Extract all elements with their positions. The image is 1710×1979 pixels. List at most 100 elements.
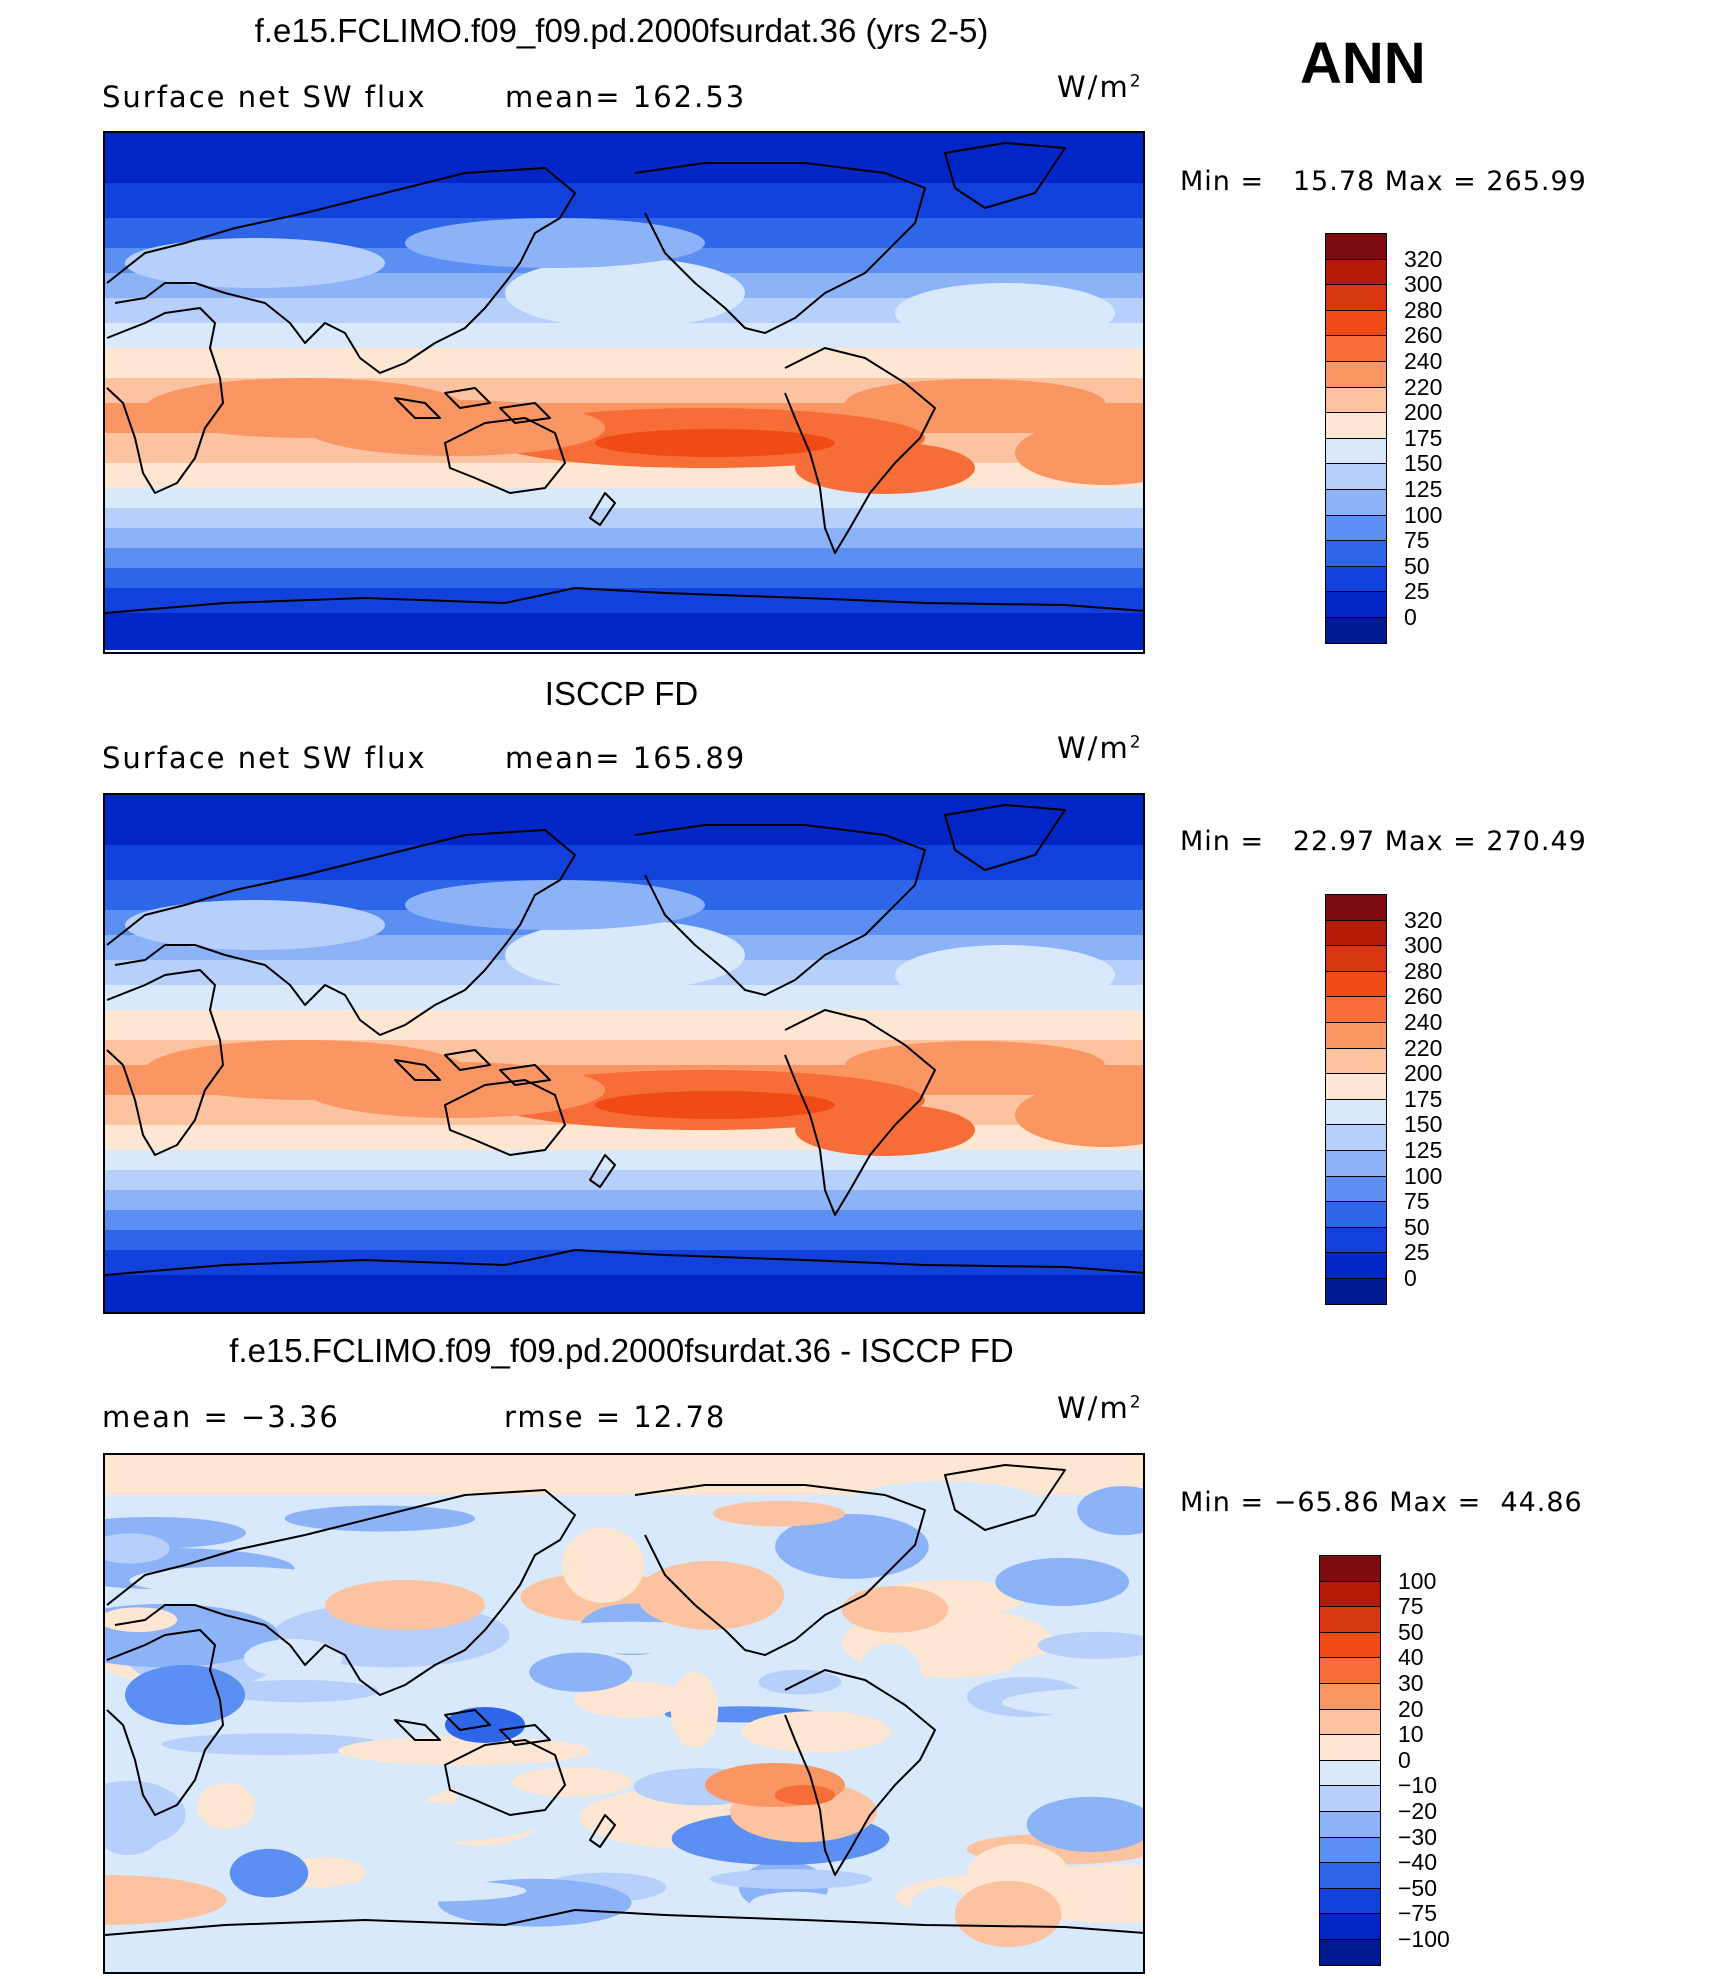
colorbar-tick-label: −50: [1398, 1874, 1438, 1901]
panel-1-title: f.e15.FCLIMO.f09_f09.pd.2000fsurdat.36 (…: [254, 12, 989, 49]
colorbar-swatch: [1325, 945, 1387, 972]
field-blob: [125, 900, 385, 950]
colorbar-swatch: [1319, 1631, 1381, 1659]
field-blob: [145, 1040, 465, 1100]
colorbar-tick-label: 280: [1404, 957, 1443, 984]
colorbar-swatch: [1325, 1047, 1387, 1075]
field-band: [105, 1275, 1143, 1312]
field-band: [105, 1230, 1143, 1251]
coastline: [394, 397, 441, 419]
colorbar-tick-label: 125: [1404, 476, 1443, 502]
field-blob: [215, 1679, 379, 1703]
field-blob: [845, 1041, 1105, 1089]
field-blob: [1077, 1486, 1143, 1536]
colorbar-swatch: [1325, 1226, 1387, 1254]
colorbar-tick-label: −10: [1398, 1772, 1438, 1799]
colorbar-tick-label: 10: [1398, 1721, 1424, 1748]
field-blob: [795, 442, 975, 494]
colorbar-tick-label: 75: [1398, 1593, 1424, 1620]
colorbar-tick-label: 75: [1404, 1188, 1430, 1215]
panel-2-title: ISCCP FD: [544, 675, 699, 712]
field-band: [105, 133, 1143, 184]
colorbar-tick-label: 240: [1404, 1009, 1443, 1035]
field-blob: [105, 1795, 165, 1856]
coastline: [784, 347, 936, 554]
panel-1-mean-label: mean= 162.53: [505, 80, 747, 114]
field-blob: [909, 1886, 970, 1931]
colorbar-swatch: [1325, 996, 1387, 1023]
field-blob: [895, 945, 1115, 1005]
field-blob: [105, 1533, 170, 1564]
colorbar-swatch: [1319, 1555, 1381, 1582]
colorbar-swatch: [1319, 1734, 1381, 1761]
field-blob: [125, 1665, 245, 1725]
coastline: [944, 804, 1066, 871]
coastline: [784, 1669, 936, 1876]
coastline: [589, 1154, 616, 1188]
field-band: [105, 508, 1143, 529]
field-blob: [511, 1621, 752, 1654]
field-band: [105, 1010, 1143, 1041]
coastline: [106, 829, 576, 1036]
field-blob: [841, 1585, 949, 1633]
colorbar-swatch: [1325, 386, 1387, 414]
colorbar-swatch: [1319, 1657, 1381, 1684]
panel-2-variable-label: Surface net SW flux: [102, 741, 427, 775]
field-blob: [1015, 421, 1143, 485]
panel-3-mean-label: mean = −3.36: [102, 1400, 340, 1434]
field-blob: [712, 1500, 846, 1527]
coastline: [634, 1484, 926, 1656]
colorbar-tick-label: 320: [1404, 906, 1443, 933]
field-band: [105, 488, 1143, 509]
coastline: [105, 587, 1143, 614]
colorbar-swatch: [1319, 1708, 1381, 1736]
coastline: [589, 1814, 616, 1848]
field-blob: [750, 1891, 842, 1916]
colorbar-tick-label: 100: [1398, 1567, 1437, 1594]
panel-1-minmax: Min = 15.78 Max = 265.99: [1180, 166, 1587, 197]
field-blob: [1026, 1796, 1143, 1852]
panel-1-map: [103, 131, 1145, 654]
field-blob: [670, 1671, 719, 1748]
colorbar-tick-label: 25: [1404, 1239, 1430, 1266]
field-blob: [775, 1785, 835, 1805]
coastline: [634, 162, 926, 334]
panel-3-title: f.e15.FCLIMO.f09_f09.pd.2000fsurdat.36 -…: [229, 1332, 1014, 1369]
colorbar-swatch: [1319, 1862, 1381, 1889]
field-band: [105, 528, 1143, 549]
colorbar-swatch: [1325, 894, 1387, 921]
field-blob: [338, 1736, 591, 1766]
coastline: [944, 142, 1066, 209]
colorbar-tick-label: 175: [1404, 424, 1443, 451]
coastline: [444, 1739, 566, 1816]
colorbar-tick-label: −40: [1398, 1849, 1438, 1876]
panel-1-units: W/m2: [1057, 70, 1141, 104]
field-blob: [243, 1639, 343, 1678]
field-blob: [293, 1802, 541, 1843]
colorbar-tick-label: 175: [1404, 1085, 1443, 1112]
colorbar-tick-label: 20: [1398, 1695, 1424, 1722]
colorbar-swatch: [1319, 1785, 1381, 1812]
field-blob: [405, 218, 705, 268]
panel-3-map: [103, 1453, 1145, 1974]
colorbar-swatch: [1325, 335, 1387, 362]
colorbar-swatch: [1319, 1683, 1381, 1710]
field-band: [105, 1190, 1143, 1211]
field-blob: [284, 1505, 476, 1532]
field-blob: [636, 1560, 785, 1630]
coastline: [106, 307, 224, 494]
field-band: [105, 613, 1143, 650]
field-blob: [505, 258, 745, 328]
field-blob: [775, 1514, 929, 1579]
colorbar-swatch: [1325, 591, 1387, 618]
field-blob: [741, 1711, 892, 1753]
coastline: [444, 1079, 566, 1156]
panel-2-map: [103, 793, 1145, 1314]
coastline: [944, 1464, 1066, 1531]
field-blob: [1001, 1687, 1143, 1718]
coastline: [394, 1719, 441, 1741]
colorbar-swatch: [1325, 565, 1387, 593]
colorbar-swatch: [1325, 1175, 1387, 1203]
field-blob: [851, 1481, 1039, 1523]
field-band: [105, 1170, 1143, 1191]
